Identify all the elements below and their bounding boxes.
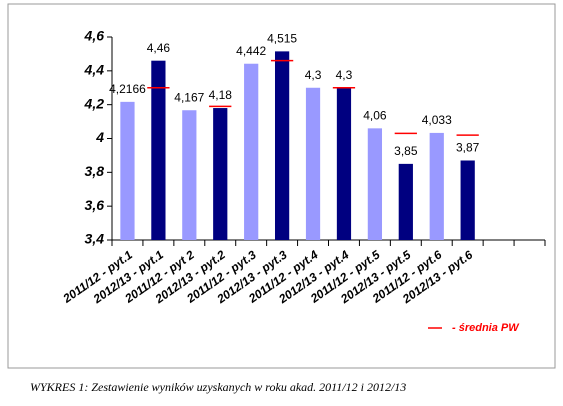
value-label: 4,18	[209, 88, 233, 102]
bar	[182, 110, 197, 240]
bar	[398, 163, 413, 240]
value-label: 4,033	[422, 113, 452, 127]
value-label: 4,3	[336, 68, 353, 82]
bar	[151, 60, 166, 240]
bar	[429, 132, 444, 240]
bar	[367, 128, 383, 240]
caption: WYKRES 1: Zestawienie wyników uzyskanych…	[30, 380, 406, 394]
bar	[336, 87, 352, 240]
value-label: 4,46	[147, 41, 171, 55]
bar	[120, 101, 135, 241]
value-label: 4,06	[363, 109, 387, 123]
legend-label: - średnia PW	[452, 322, 520, 334]
bar	[460, 160, 475, 240]
y-tick-label: 3,6	[85, 197, 105, 213]
value-label: 4,442	[236, 44, 266, 58]
bar	[244, 63, 259, 240]
bar	[305, 87, 321, 240]
value-label: 4,167	[174, 90, 204, 104]
y-tick-label: 4	[95, 129, 104, 145]
y-tick-label: 3,8	[85, 163, 105, 179]
value-label: 4,3	[305, 68, 322, 82]
y-tick-label: 4,4	[84, 62, 105, 78]
y-tick-label: 3,4	[85, 231, 105, 247]
value-label: 4,515	[267, 32, 297, 46]
y-tick-label: 4,6	[84, 28, 105, 44]
value-label: 3,87	[456, 141, 480, 155]
bar	[213, 108, 228, 240]
y-tick-label: 4,2	[84, 95, 105, 111]
bar	[274, 51, 290, 240]
value-label: 4,2166	[109, 82, 146, 96]
value-label: 3,85	[394, 144, 418, 158]
